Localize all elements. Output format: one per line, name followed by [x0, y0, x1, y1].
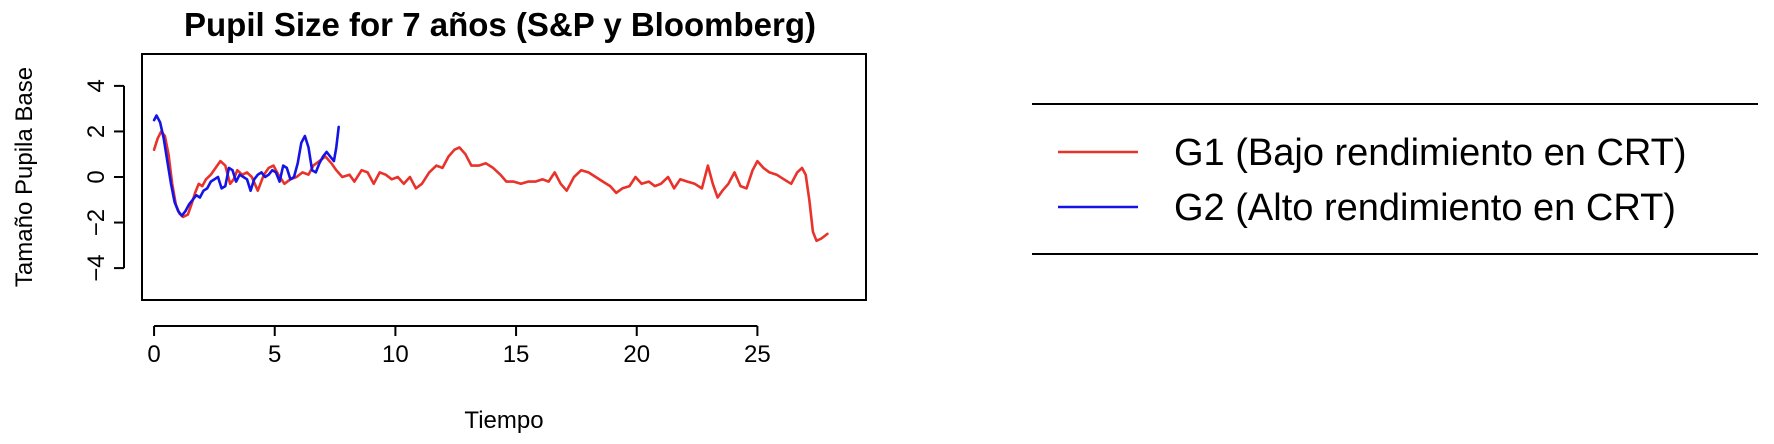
series-line-2	[152, 114, 340, 217]
legend-label-1: G1 (Bajo rendimiento en CRT)	[1174, 132, 1687, 174]
legend: G1 (Bajo rendimiento en CRT) G2 (Alto ren…	[1032, 103, 1758, 255]
x-tick-label: 15	[503, 341, 530, 368]
x-tick-label: 0	[147, 341, 160, 368]
chart-title: Pupil Size for 7 años (S&P y Bloomberg)	[184, 6, 816, 43]
y-axis-label: Tamaño Pupila Base	[11, 67, 38, 287]
y-tick-label: −4	[83, 254, 110, 281]
y-tick-label: 4	[83, 79, 110, 92]
x-tick-label: 5	[268, 341, 281, 368]
x-axis: 0 5 10 15 20 25	[147, 325, 771, 368]
x-axis-label: Tiempo	[464, 407, 543, 434]
series-layer	[152, 114, 829, 243]
y-tick-label: 2	[83, 125, 110, 138]
legend-label-2: G2 (Alto rendimiento en CRT)	[1174, 187, 1676, 229]
y-tick-label: 0	[83, 170, 110, 183]
y-axis: −4 −2 0 2 4	[83, 79, 125, 282]
x-tick-label: 25	[744, 341, 771, 368]
plot-area	[141, 53, 867, 301]
x-tick-label: 20	[623, 341, 650, 368]
legend-entries: G1 (Bajo rendimiento en CRT) G2 (Alto ren…	[1058, 132, 1687, 229]
series-line-1	[152, 130, 829, 243]
x-tick-label: 10	[382, 341, 409, 368]
y-tick-label: −2	[83, 209, 110, 236]
